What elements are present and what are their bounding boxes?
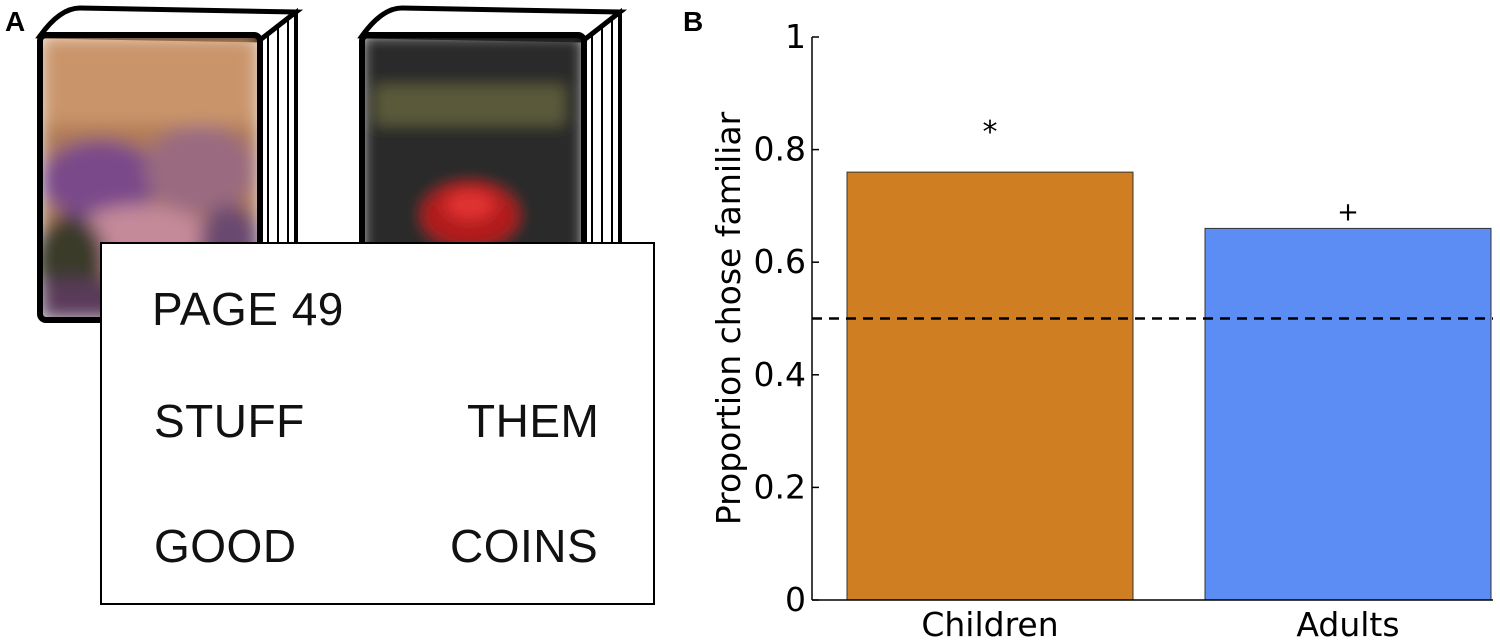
y-tick-label: 0.6: [754, 242, 806, 281]
x-tick-label: Children: [921, 605, 1058, 642]
chart-plot-area: Children * Adults +0 0.2 0.4 0.6 0.8 1 Proportion…: [709, 17, 1493, 642]
significance-marker: *: [983, 115, 998, 150]
y-tick-label: 0: [785, 580, 806, 619]
y-axis-label: Proportion chose familiar: [709, 111, 748, 525]
bar-chart: Children * Adults +0 0.2 0.4 0.6 0.8 1 Proportion…: [709, 17, 1493, 642]
word-card: PAGE 49 STUFF THEM GOOD COINS: [100, 242, 655, 605]
significance-marker: +: [1337, 197, 1359, 227]
y-tick-label: 1: [785, 17, 806, 56]
panel-a: A: [0, 0, 680, 642]
card-word-1: STUFF: [154, 395, 305, 447]
card-word-4: COINS: [450, 520, 599, 572]
panel-a-label: A: [5, 6, 26, 37]
x-tick-label: Adults: [1296, 605, 1399, 642]
card-word-2: THEM: [467, 395, 600, 447]
panel-b-label: B: [683, 6, 704, 37]
bar-children: [846, 171, 1134, 601]
card-title: PAGE 49: [152, 283, 344, 335]
bar-adults: [1204, 227, 1492, 601]
card-word-3: GOOD: [154, 520, 297, 572]
y-tick-label: 0.8: [754, 130, 806, 169]
y-tick-label: 0.4: [754, 355, 806, 394]
y-tick-label: 0.2: [754, 467, 806, 506]
